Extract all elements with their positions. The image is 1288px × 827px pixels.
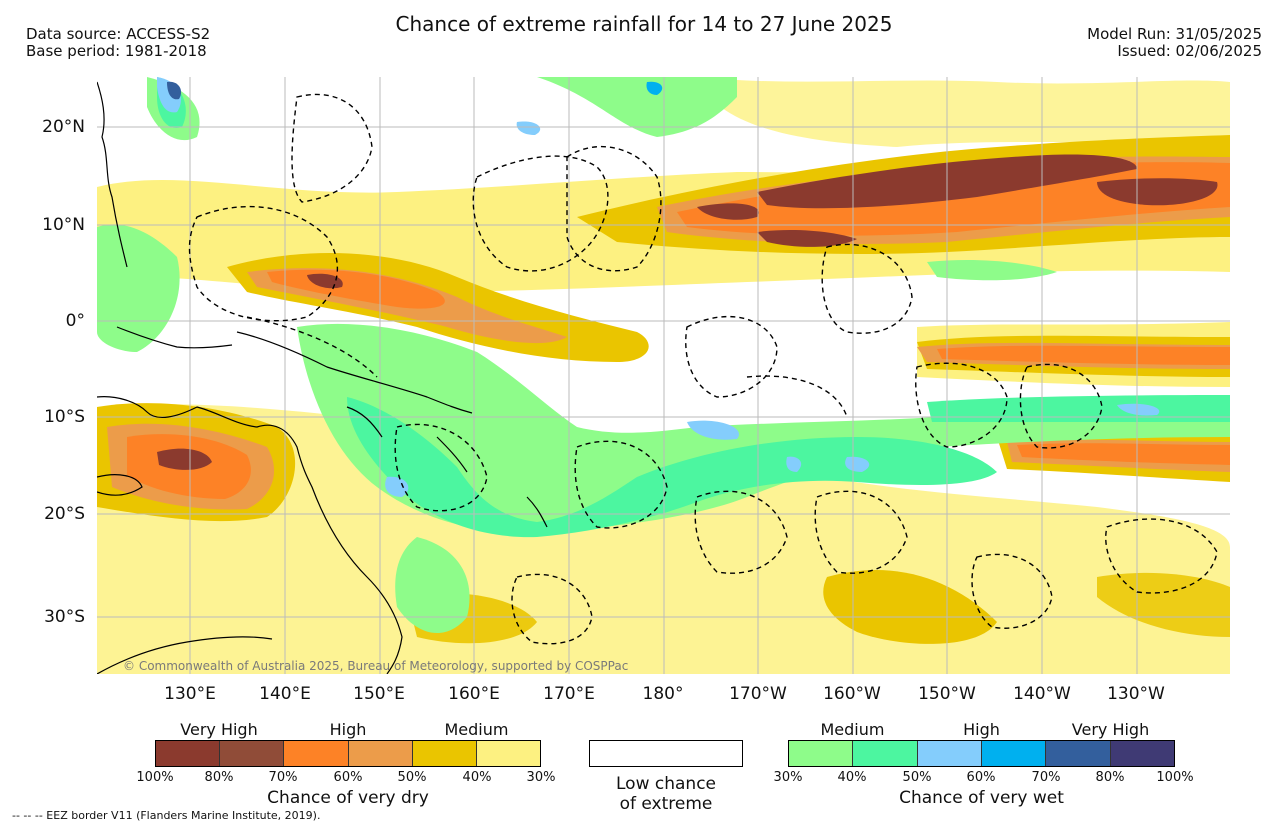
wet-swatch-50-60 — [916, 741, 981, 766]
eez-footnote: -- -- -- EEZ border V11 (Flanders Marine… — [12, 809, 321, 822]
dry-tick-80: 80% — [204, 770, 234, 785]
wet-color-scale — [788, 740, 1175, 767]
lon-label-170e: 170°E — [543, 684, 595, 704]
lon-label-130w: 130°W — [1107, 684, 1165, 704]
wet-swatch-30-40 — [789, 741, 853, 766]
wet-swatch-70-80 — [1045, 741, 1110, 766]
lat-label-20s: 20°S — [44, 504, 85, 524]
wet-high-label: High — [963, 720, 1000, 739]
lat-label-10n: 10°N — [42, 215, 85, 235]
wet-medium-label: Medium — [820, 720, 885, 739]
wet-medium-pale-areas — [97, 77, 1230, 634]
lat-label-30s: 30°S — [44, 607, 85, 627]
low-chance-swatch — [589, 740, 743, 767]
header-left-info: Data source: ACCESS-S2 Base period: 1981… — [26, 26, 210, 60]
dry-swatch-80-70 — [219, 741, 284, 766]
wet-swatch-40-50 — [852, 741, 917, 766]
model-run-text: Model Run: 31/05/2025 — [1087, 25, 1262, 43]
copyright-notice: © Commonwealth of Australia 2025, Bureau… — [123, 659, 629, 673]
lon-label-140w: 140°W — [1013, 684, 1071, 704]
lon-label-150e: 150°E — [353, 684, 405, 704]
header-right-info: Model Run: 31/05/2025 Issued: 02/06/2025 — [1087, 26, 1262, 60]
wet-tick-50: 50% — [902, 770, 932, 785]
lon-label-160e: 160°E — [448, 684, 500, 704]
dry-legend-caption: Chance of very dry — [267, 788, 429, 808]
dry-swatch-40-30 — [475, 741, 541, 766]
low-chance-label: Low chance of extreme — [589, 774, 743, 814]
wet-tick-80: 80% — [1095, 770, 1125, 785]
dry-medium-label: Medium — [444, 720, 509, 739]
dry-tick-60: 60% — [333, 770, 363, 785]
dry-tick-70: 70% — [268, 770, 298, 785]
dry-swatch-60-50 — [347, 741, 412, 766]
lon-label-160w: 160°W — [823, 684, 881, 704]
lon-label-170w: 170°W — [729, 684, 787, 704]
dry-tick-30: 30% — [526, 770, 556, 785]
chart-title: Chance of extreme rainfall for 14 to 27 … — [395, 12, 893, 36]
base-period-text: Base period: 1981-2018 — [26, 42, 207, 60]
eez-borders — [188, 93, 1218, 645]
wet-tick-40: 40% — [837, 770, 867, 785]
rainfall-map — [97, 77, 1230, 674]
dry-very-high-label: Very High — [180, 720, 258, 739]
data-source-text: Data source: ACCESS-S2 — [26, 25, 211, 43]
wet-legend-caption: Chance of very wet — [899, 788, 1064, 808]
lat-label-20n: 20°N — [42, 117, 85, 137]
lat-label-equator: 0° — [65, 311, 85, 331]
lon-label-140e: 140°E — [259, 684, 311, 704]
dry-tick-50: 50% — [397, 770, 427, 785]
wet-tick-100: 100% — [1156, 770, 1194, 785]
lat-label-10s: 10°S — [44, 407, 85, 427]
lon-label-130e: 130°E — [164, 684, 216, 704]
wet-tick-30: 30% — [773, 770, 803, 785]
coastlines — [97, 81, 548, 674]
issued-text: Issued: 02/06/2025 — [1117, 42, 1262, 60]
wet-very-high-label: Very High — [1071, 720, 1150, 739]
wet-tick-70: 70% — [1031, 770, 1061, 785]
dry-tick-40: 40% — [462, 770, 492, 785]
lon-label-180: 180° — [642, 684, 684, 704]
dry-tick-100: 100% — [136, 770, 174, 785]
dry-swatch-50-40 — [411, 741, 476, 766]
wet-swatch-60-70 — [980, 741, 1046, 766]
map-gridlines — [97, 77, 1230, 674]
wet-swatch-80-100 — [1109, 741, 1174, 766]
low-chance-line2: of extreme — [619, 794, 713, 814]
dry-swatch-100-80 — [156, 741, 220, 766]
low-chance-line1: Low chance — [616, 774, 716, 794]
lon-label-150w: 150°W — [918, 684, 976, 704]
dry-high-label: High — [329, 720, 367, 739]
dry-color-scale — [155, 740, 541, 767]
map-canvas — [97, 77, 1230, 674]
wet-tick-60: 60% — [966, 770, 996, 785]
dry-swatch-70-60 — [283, 741, 348, 766]
wet-very-high-areas — [167, 81, 663, 100]
